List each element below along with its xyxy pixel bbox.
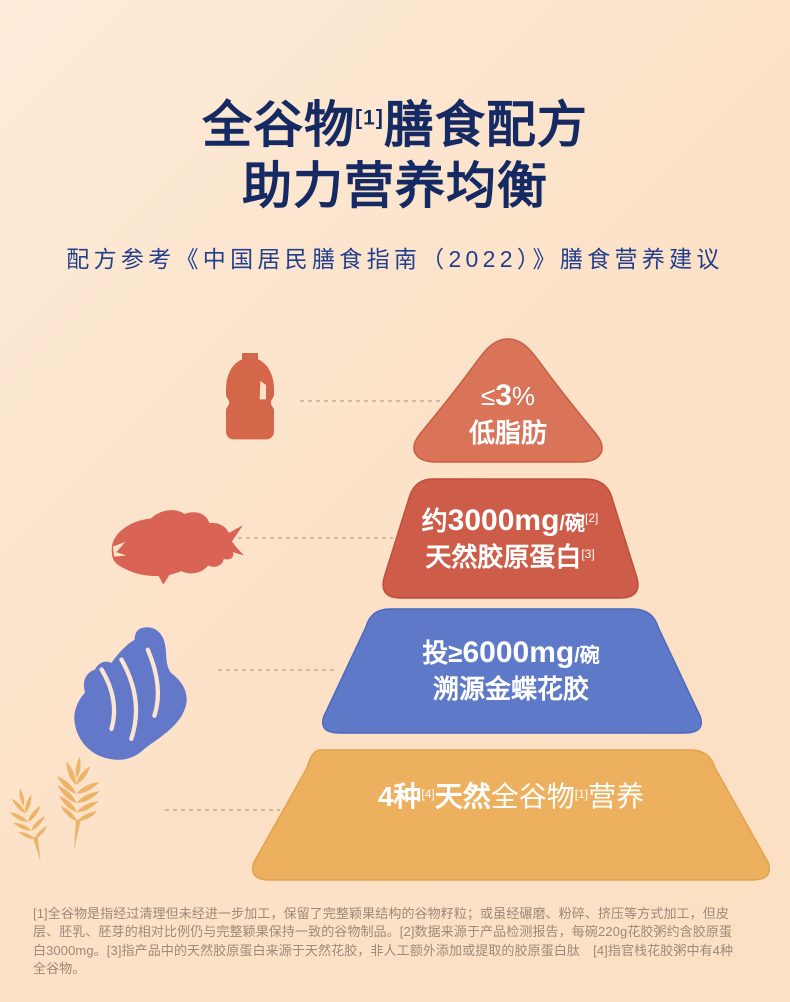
svg-text:天然胶原蛋白[3]: 天然胶原蛋白[3] [425, 542, 594, 572]
svg-text:4种[4]天然全谷物[1]营养: 4种[4]天然全谷物[1]营养 [378, 780, 644, 812]
svg-text:投≥6000mg/碗: 投≥6000mg/碗 [422, 636, 600, 669]
svg-text:溯源金蝶花胶: 溯源金蝶花胶 [433, 674, 589, 704]
svg-text:≤3%: ≤3% [481, 379, 535, 412]
svg-text:低脂肪: 低脂肪 [468, 418, 547, 448]
